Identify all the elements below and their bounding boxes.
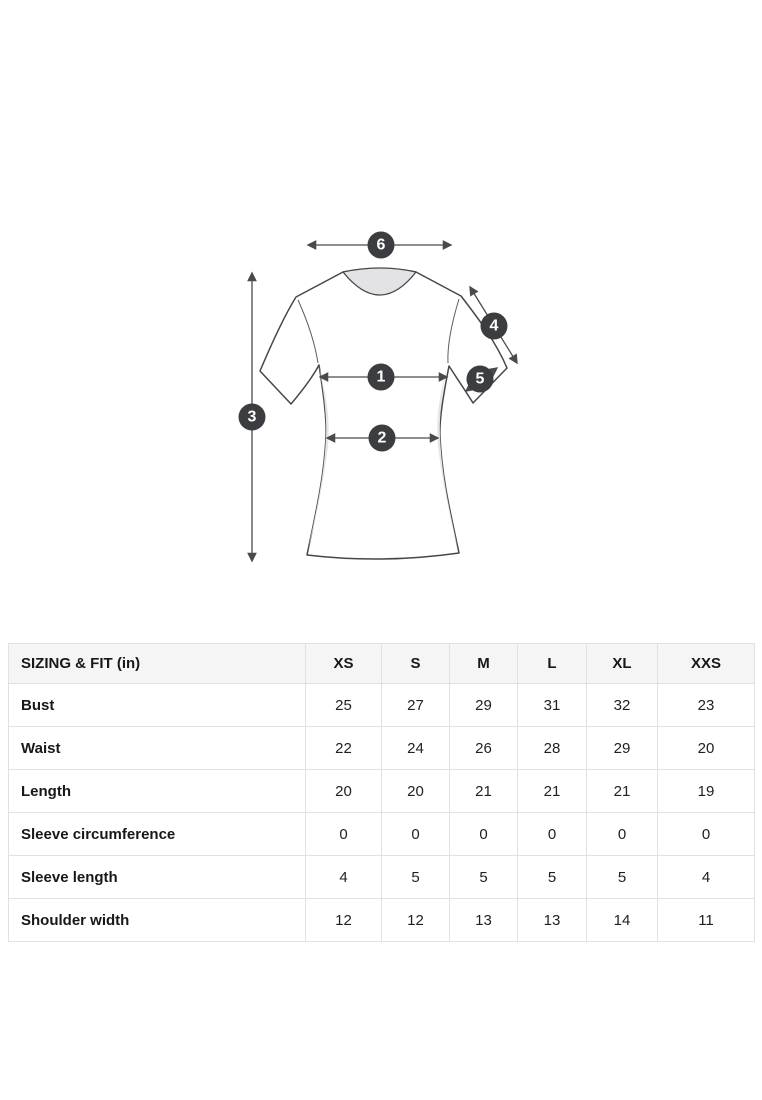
table-row-sleeve-length: Sleeve length 4 5 5 5 5 4 [8,855,755,899]
size-value-cell: 13 [449,898,518,942]
size-value-cell: 24 [381,726,450,770]
size-value-cell: 4 [657,855,755,899]
size-value-cell: 0 [305,812,382,856]
sleeve-circumference-measure-marker: 5 [466,365,494,393]
shoulder-width-marker-number: 6 [377,237,386,254]
size-value-cell: 31 [517,683,587,727]
size-column-header-l: L [517,643,587,684]
size-value-cell: 0 [586,812,658,856]
size-value-cell: 13 [517,898,587,942]
size-value-cell: 28 [517,726,587,770]
size-value-cell: 14 [586,898,658,942]
waist-marker-number: 2 [378,430,387,447]
size-value-cell: 23 [657,683,755,727]
size-column-header-xxs: XXS [657,643,755,684]
size-value-cell: 5 [586,855,658,899]
shoulder-width-measure-marker: 6 [367,231,395,259]
sizing-table: SIZING & FIT (in) XS S M L XL XXS Bust 2… [8,643,755,942]
size-value-cell: 0 [657,812,755,856]
left-armhole-seam [297,299,319,364]
row-label: Bust [8,683,306,727]
length-measure-marker: 3 [238,403,266,431]
size-value-cell: 25 [305,683,382,727]
size-value-cell: 20 [657,726,755,770]
table-row-sleeve-circumference: Sleeve circumference 0 0 0 0 0 0 [8,812,755,856]
size-value-cell: 12 [381,898,450,942]
left-side-shading [308,366,329,550]
size-value-cell: 0 [381,812,450,856]
measure-markers: 1 2 3 4 5 6 [238,231,508,452]
sleeve-length-marker-number: 4 [490,318,499,335]
row-label: Waist [8,726,306,770]
tshirt-measure-illustration: 1 2 3 4 5 6 [238,231,518,563]
size-column-header-xs: XS [305,643,382,684]
size-value-cell: 5 [449,855,518,899]
table-title: SIZING & FIT (in) [8,643,306,684]
sleeve-length-measure-marker: 4 [480,312,508,340]
size-value-cell: 12 [305,898,382,942]
size-value-cell: 27 [381,683,450,727]
row-label: Sleeve circumference [8,812,306,856]
size-column-header-s: S [381,643,450,684]
size-value-cell: 22 [305,726,382,770]
collar-shading [342,267,417,296]
length-marker-number: 3 [248,409,257,426]
size-value-cell: 29 [449,683,518,727]
size-value-cell: 26 [449,726,518,770]
row-label: Shoulder width [8,898,306,942]
right-side-shading [437,366,458,550]
size-value-cell: 5 [381,855,450,899]
size-value-cell: 0 [517,812,587,856]
table-header-row: SIZING & FIT (in) XS S M L XL XXS [8,643,755,684]
size-value-cell: 4 [305,855,382,899]
bust-measure-marker: 1 [367,363,395,391]
size-value-cell: 0 [449,812,518,856]
size-value-cell: 21 [449,769,518,813]
size-value-cell: 21 [586,769,658,813]
size-guide-diagram: 1 2 3 4 5 6 [238,231,518,563]
table-row-shoulder-width: Shoulder width 12 12 13 13 14 11 [8,898,755,942]
row-label: Length [8,769,306,813]
bust-marker-number: 1 [377,369,386,386]
row-label: Sleeve length [8,855,306,899]
tshirt-outline [259,267,508,560]
waist-measure-marker: 2 [368,424,396,452]
size-value-cell: 32 [586,683,658,727]
table-row-length: Length 20 20 21 21 21 19 [8,769,755,813]
size-value-cell: 21 [517,769,587,813]
size-value-cell: 20 [381,769,450,813]
size-value-cell: 20 [305,769,382,813]
size-column-header-xl: XL [586,643,658,684]
table-row-bust: Bust 25 27 29 31 32 23 [8,683,755,727]
table-row-waist: Waist 22 24 26 28 29 20 [8,726,755,770]
size-column-header-m: M [449,643,518,684]
size-value-cell: 19 [657,769,755,813]
right-armhole-seam [447,298,460,364]
size-value-cell: 29 [586,726,658,770]
size-value-cell: 5 [517,855,587,899]
size-value-cell: 11 [657,898,755,942]
sleeve-circumference-marker-number: 5 [476,371,485,388]
